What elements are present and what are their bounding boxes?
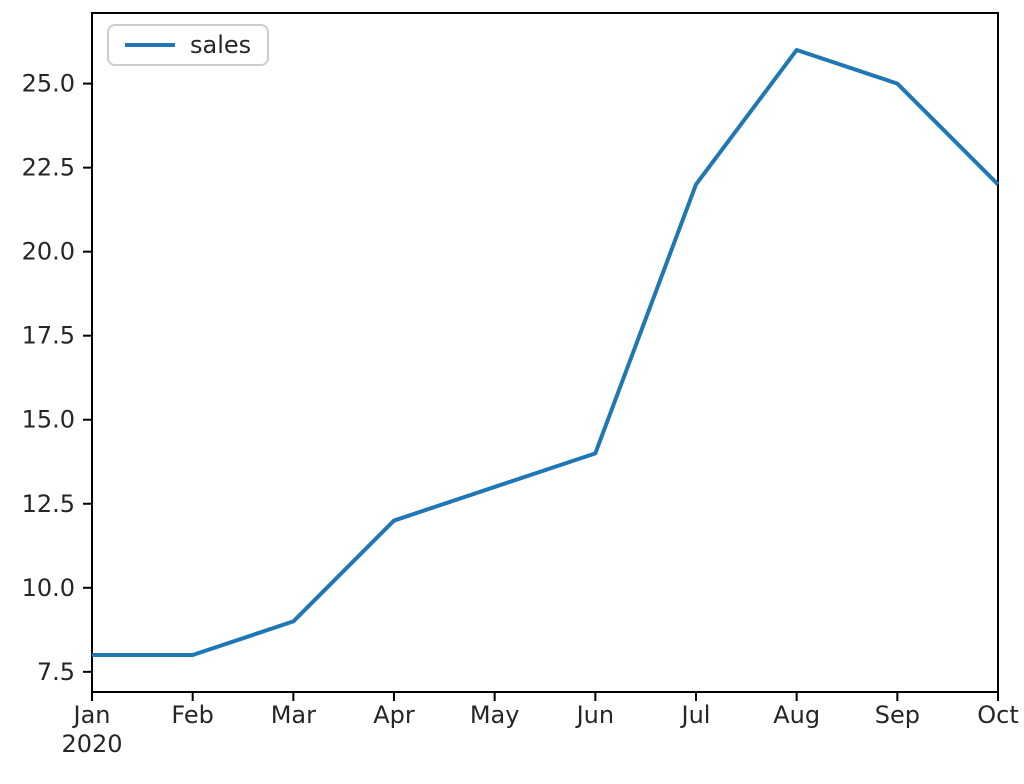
x-tick-label: Aug — [773, 701, 820, 729]
y-tick-label: 7.5 — [37, 658, 75, 686]
y-tick-label: 10.0 — [22, 574, 75, 602]
legend-label: sales — [190, 31, 252, 59]
x-tick-label: Apr — [373, 701, 415, 729]
x-tick-label: Jul — [680, 701, 711, 729]
legend-line-sample — [125, 43, 175, 47]
x-tick-label: Oct — [977, 701, 1019, 729]
x-tick-label: Feb — [171, 701, 214, 729]
x-tick-label: Sep — [875, 701, 920, 729]
y-tick-label: 25.0 — [22, 70, 75, 98]
y-tick-label: 15.0 — [22, 406, 75, 434]
x-tick-label: 2020 — [61, 730, 122, 758]
y-tick-label: 20.0 — [22, 238, 75, 266]
x-tick-label: May — [470, 701, 520, 729]
y-tick-label: 22.5 — [22, 154, 75, 182]
sales-line — [92, 47, 1000, 658]
x-tick-label: Jun — [575, 701, 615, 729]
x-tick-label: Mar — [271, 701, 316, 729]
legend: sales — [107, 24, 270, 66]
axes-box — [91, 12, 999, 693]
x-tick-label: Jan — [72, 701, 111, 729]
y-tick-label: 12.5 — [22, 490, 75, 518]
y-tick-label: 17.5 — [22, 322, 75, 350]
